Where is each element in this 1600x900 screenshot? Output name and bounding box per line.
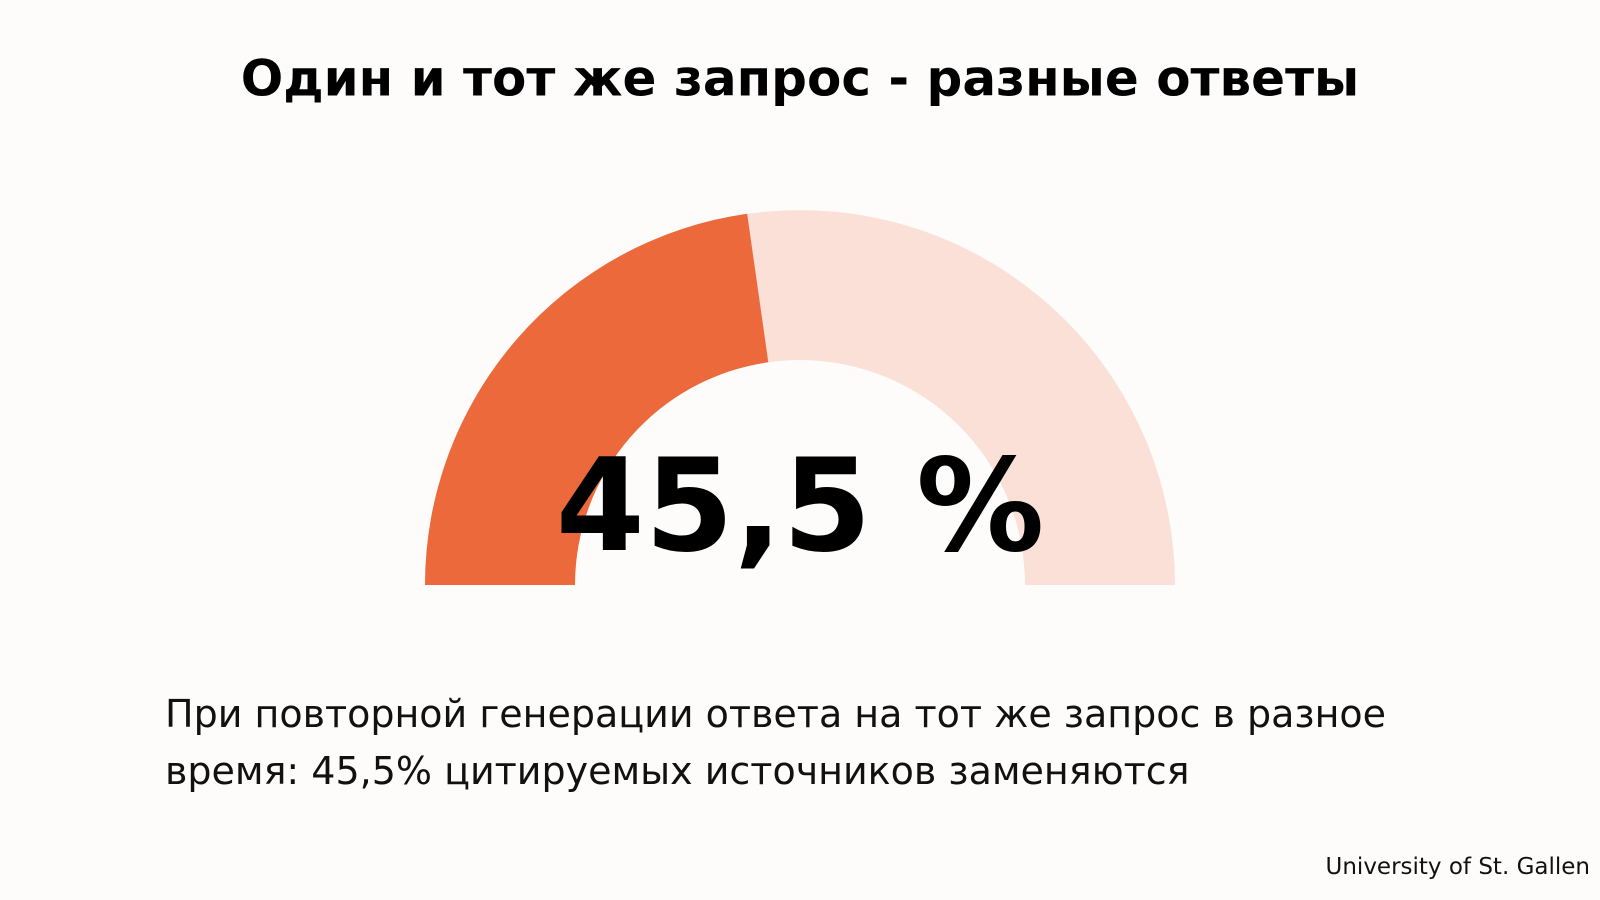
source: University of St. Gallen xyxy=(1325,854,1590,880)
gauge xyxy=(425,210,1175,585)
caption: При повторной генерации ответа на тот же… xyxy=(165,692,1387,793)
chart-title: Один и тот же запрос - разные ответы xyxy=(241,50,1360,108)
value-label: 45,5 % xyxy=(556,432,1045,581)
gauge-fill xyxy=(425,213,769,585)
